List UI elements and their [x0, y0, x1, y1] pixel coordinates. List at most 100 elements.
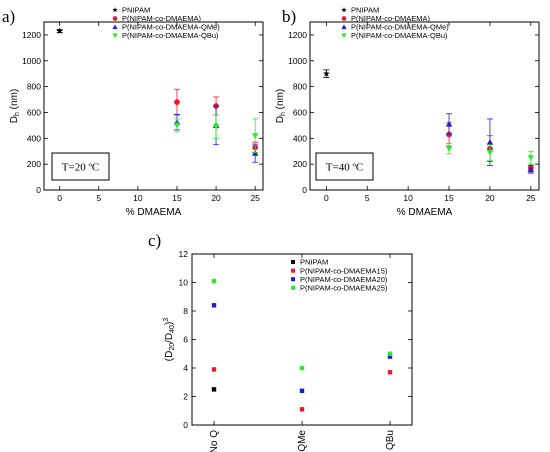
y-tick-label: 600 [27, 107, 41, 117]
x-tick-label: 10 [403, 193, 413, 203]
y-tick-label: 0 [302, 185, 307, 195]
x-axis-label: % DMAEMA [397, 207, 453, 218]
data-point [445, 146, 453, 152]
legend-marker [112, 16, 118, 21]
legend-marker [112, 33, 118, 39]
legend-label: P(NIPAM-co-DMAEMA25) [300, 284, 388, 293]
legend-marker [341, 24, 347, 30]
data-point [387, 370, 393, 375]
y-label-unit: (nm) [9, 89, 20, 112]
y-label-part: (D [164, 351, 175, 362]
x-tick-label: 25 [250, 193, 260, 203]
temperature-box [315, 152, 374, 181]
panel-label: b) [282, 7, 296, 26]
x-tick-label: 15 [444, 193, 454, 203]
data-point [299, 388, 305, 394]
x-tick-label: 25 [526, 193, 536, 203]
y-tick-label: 1000 [22, 56, 41, 66]
data-point [251, 133, 259, 139]
legend-marker [341, 7, 347, 13]
legend-marker [341, 33, 347, 39]
x-axis-label: % DMAEMA [126, 207, 182, 218]
y-label-part: 20 [169, 343, 176, 351]
temperature-label: T=20 ºC [62, 162, 99, 174]
y-tick-label: 12 [179, 249, 189, 259]
x-tick-label: 15 [172, 193, 182, 203]
y-tick-label: 1200 [288, 30, 307, 40]
data-point [211, 278, 217, 284]
y-tick-label: 2 [183, 392, 188, 402]
y-tick-label: 1000 [288, 56, 307, 66]
legend-marker [290, 285, 296, 290]
y-tick-label: 8 [183, 306, 188, 316]
x-tick-label: 20 [211, 193, 221, 203]
y-tick-label: 400 [293, 133, 307, 143]
plot-frame [43, 21, 264, 191]
legend-label: PNIPAM [122, 6, 150, 15]
legend-label: P(NIPAM-co-DMAEMA15) [300, 266, 388, 275]
x-tick-label: 5 [96, 193, 101, 203]
data-point [323, 70, 330, 77]
plot-frame [309, 21, 540, 191]
legend-label: P(NIPAM-co-DMAEMA) [351, 14, 431, 23]
data-point [486, 149, 494, 156]
chart-panel-b: 0 200 400 600 800 1000 1200 0 5 10 15 20 25 % DMAEMA D… [275, 6, 540, 218]
temperature-label: T=40 ºC [326, 162, 363, 174]
legend-marker [290, 259, 296, 265]
y-tick-label: 800 [27, 82, 41, 92]
legend-label: P(NIPAM-co-DMAEMA20) [300, 275, 388, 284]
data-point [211, 367, 217, 372]
x-category-label: QMe [297, 430, 308, 452]
legend-label: P(NIPAM-co-DMAEMA-QMe) [351, 23, 449, 32]
legend-label: P(NIPAM-co-DMAEMA-QMe) [122, 23, 220, 32]
y-label-part: /D [164, 333, 175, 343]
x-tick-label: 0 [57, 193, 62, 203]
data-point [173, 122, 181, 129]
panel-label: a) [2, 7, 15, 26]
y-label-main: D [9, 116, 20, 123]
y-label-part: ) [164, 322, 175, 325]
y-label-part: 40 [169, 325, 176, 333]
legend-label: P(NIPAM-co-DMAEMA) [122, 14, 202, 23]
temperature-box [51, 152, 110, 181]
y-label-part: 3 [163, 318, 170, 322]
data-point [527, 155, 535, 161]
x-tick-label: 10 [133, 193, 143, 203]
data-point [212, 124, 220, 130]
y-axis-label: Dh (nm) [9, 89, 21, 123]
y-label-main: D [275, 116, 286, 123]
x-tick-label: 0 [324, 193, 329, 203]
y-tick-label: 400 [27, 133, 41, 143]
y-label-unit: (nm) [275, 89, 286, 112]
y-tick-label: 10 [179, 278, 189, 288]
legend-marker [112, 24, 118, 30]
x-category-label: QBu [385, 430, 396, 450]
y-axis-label: Dh (nm) [275, 89, 287, 123]
data-point [527, 166, 535, 172]
data-point [445, 120, 453, 127]
y-tick-label: 1200 [22, 30, 41, 40]
x-tick-label: 20 [485, 193, 495, 203]
y-tick-label: 0 [183, 420, 188, 430]
panel-label: c) [148, 231, 161, 250]
y-tick-label: 200 [27, 159, 41, 169]
y-tick-label: 6 [183, 335, 188, 345]
legend-label: P(NIPAM-co-DMAEMA-QBu) [122, 31, 219, 40]
y-axis-label: (D20/D40)3 [163, 318, 176, 362]
data-point [486, 138, 494, 145]
legend-marker [290, 277, 296, 282]
data-point [387, 354, 393, 359]
legend-label: PNIPAM [300, 258, 328, 267]
y-tick-label: 4 [183, 363, 188, 373]
y-label-sub: h [14, 112, 21, 116]
data-point [299, 407, 305, 412]
data-point [387, 351, 393, 356]
data-point [299, 365, 305, 371]
legend-marker [112, 7, 118, 13]
legend-marker [341, 16, 347, 21]
y-tick-label: 0 [36, 185, 41, 195]
y-tick-label: 200 [293, 159, 307, 169]
x-category-label: No Q [209, 430, 220, 452]
